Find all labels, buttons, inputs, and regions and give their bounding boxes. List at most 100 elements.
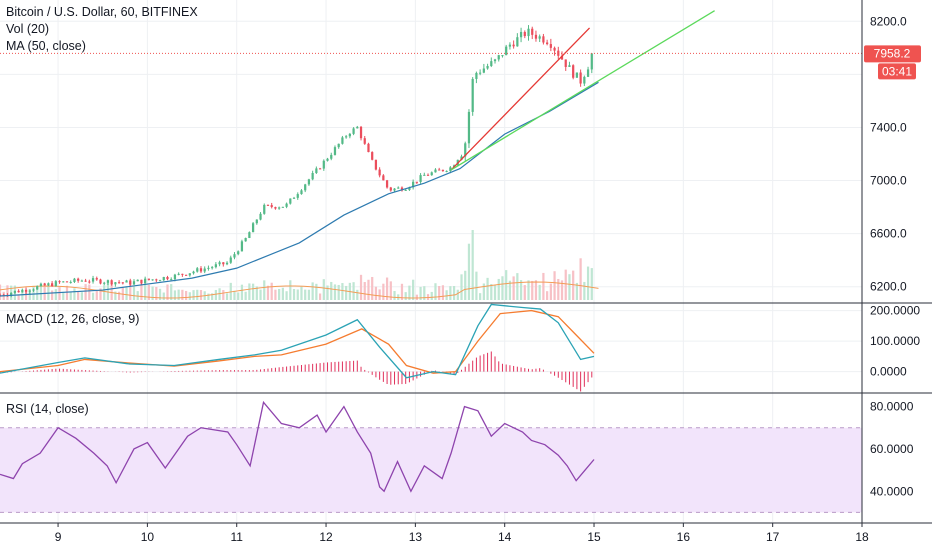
volume-bar bbox=[557, 278, 560, 300]
volume-bar bbox=[39, 284, 43, 300]
volume-bar bbox=[117, 291, 121, 300]
volume-bar bbox=[385, 277, 389, 300]
volume-bar bbox=[166, 284, 169, 300]
candle-body bbox=[527, 28, 530, 37]
macd-tick-label: 0.0000 bbox=[870, 365, 907, 379]
candle-body bbox=[322, 160, 325, 169]
candle-body bbox=[475, 72, 478, 79]
macd-tick-label: 100.0000 bbox=[870, 334, 920, 348]
volume-bar bbox=[363, 282, 366, 300]
volume-bar bbox=[132, 286, 136, 300]
candle-body bbox=[326, 158, 329, 161]
red-trendline bbox=[450, 27, 591, 171]
macd-legend: MACD (12, 26, close, 9) bbox=[6, 312, 140, 326]
price-pane[interactable]: 7958.2 03:41 bbox=[0, 10, 921, 300]
volume-bar bbox=[266, 285, 270, 300]
candle-body bbox=[542, 36, 545, 43]
ma-legend: MA (50, close) bbox=[6, 39, 86, 53]
candle-body bbox=[166, 276, 169, 280]
volume-bar bbox=[289, 280, 292, 300]
volume-bar bbox=[69, 291, 72, 300]
candle-body bbox=[285, 203, 288, 207]
volume-bar bbox=[434, 283, 437, 300]
volume-bar bbox=[341, 283, 344, 300]
volume-bar bbox=[460, 274, 463, 300]
candle-body bbox=[144, 278, 147, 284]
volume-bar bbox=[382, 283, 385, 300]
volume-bar bbox=[214, 289, 217, 300]
volume-bar bbox=[47, 283, 50, 300]
x-tick-label: 14 bbox=[498, 530, 512, 544]
volume-bar bbox=[479, 293, 482, 300]
macd-pane[interactable] bbox=[0, 303, 595, 392]
y-tick-label: 7000.0 bbox=[870, 174, 907, 188]
candle-body bbox=[263, 204, 266, 214]
candle-body bbox=[586, 69, 590, 77]
candle-body bbox=[467, 111, 471, 144]
candle-body bbox=[534, 34, 538, 39]
volume-bar bbox=[270, 282, 273, 300]
volume-bar bbox=[233, 290, 236, 300]
candle-body bbox=[352, 128, 355, 134]
macd-signal-line bbox=[0, 309, 595, 374]
volume-bar bbox=[512, 276, 515, 300]
candle-body bbox=[493, 59, 497, 62]
x-tick-label: 16 bbox=[677, 530, 691, 544]
volume-bar bbox=[199, 290, 203, 300]
volume-bar bbox=[158, 288, 162, 300]
volume-bar bbox=[419, 286, 422, 300]
candle-body bbox=[95, 278, 98, 280]
candle-body bbox=[412, 181, 415, 188]
candle-body bbox=[512, 44, 515, 47]
candle-body bbox=[244, 238, 247, 242]
volume-bar bbox=[315, 283, 318, 300]
candle-body bbox=[270, 205, 273, 208]
volume-bar bbox=[508, 280, 512, 300]
candle-body bbox=[114, 282, 117, 285]
candle-body bbox=[572, 65, 575, 78]
vol-legend: Vol (20) bbox=[6, 22, 50, 36]
candle-body bbox=[508, 44, 512, 47]
volume-bar bbox=[274, 289, 277, 300]
candle-body bbox=[519, 31, 523, 38]
candle-body bbox=[77, 278, 80, 281]
candle-body bbox=[590, 53, 593, 70]
candle-body bbox=[73, 278, 76, 282]
volume-bar bbox=[575, 282, 579, 300]
volume-bar bbox=[84, 284, 87, 300]
volume-bar bbox=[80, 292, 83, 300]
volume-bar bbox=[311, 282, 314, 300]
candle-body bbox=[240, 241, 244, 252]
volume-bar bbox=[467, 243, 471, 300]
volume-bar bbox=[77, 291, 80, 300]
candle-body bbox=[471, 78, 474, 112]
axis-labels: 9 10 11 12 13 14 15 16 17 18 8200.0 7400.0 7000.0 660… bbox=[55, 14, 921, 544]
candle-body bbox=[482, 68, 485, 73]
axes bbox=[0, 0, 932, 527]
volume-bar bbox=[225, 293, 229, 300]
volume-bar bbox=[140, 283, 143, 300]
candle-body bbox=[129, 280, 132, 285]
volume-bar bbox=[278, 288, 281, 300]
volume-bar bbox=[24, 290, 28, 300]
volume-bar bbox=[430, 291, 433, 300]
volume-bar bbox=[523, 285, 526, 300]
volume-bar bbox=[173, 290, 177, 300]
volume-bar bbox=[114, 291, 117, 300]
volume-bar bbox=[534, 280, 538, 300]
volume-bar bbox=[6, 285, 9, 300]
volume-bar bbox=[367, 279, 370, 300]
candle-body bbox=[110, 280, 113, 285]
volume-bar bbox=[333, 284, 337, 300]
candle-body bbox=[374, 159, 378, 170]
volume-bar bbox=[378, 289, 381, 300]
x-tick-label: 9 bbox=[55, 530, 62, 544]
rsi-pane[interactable] bbox=[0, 400, 595, 493]
candle-body bbox=[549, 44, 552, 48]
candle-body bbox=[330, 154, 333, 159]
candle-body bbox=[579, 72, 582, 84]
candle-body bbox=[337, 143, 340, 148]
candle-body bbox=[348, 133, 351, 137]
